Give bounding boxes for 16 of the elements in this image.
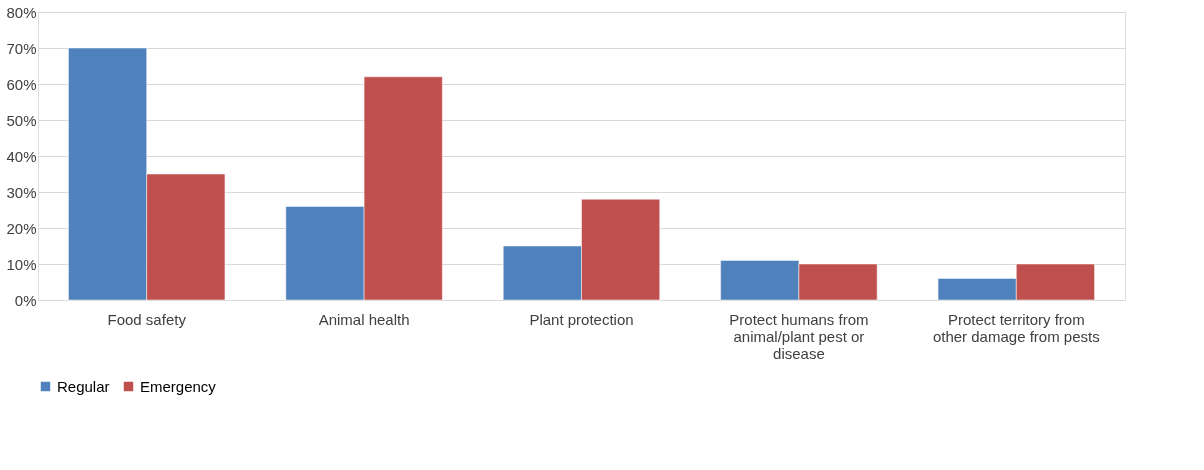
x-tick-label: Animal health [318,310,410,328]
legend-label: Emergency [140,377,217,395]
y-tick-label: 20% [6,219,37,237]
y-tick-label: 30% [6,183,37,201]
legend-label: Regular [57,377,110,395]
y-tick-label: 10% [6,255,37,273]
y-tick-label: 50% [6,111,37,129]
y-tick-label: 0% [14,291,37,309]
y-tick-label: 40% [6,147,37,165]
x-tick-label: Protect humans from animal/plant pest or disease [729,310,869,362]
y-tick-label: 70% [6,39,37,57]
x-tick-label: Food safety [107,310,187,328]
y-tick-label: 80% [6,3,37,21]
x-tick-label: Plant protection [529,310,634,328]
y-tick-label: 60% [6,75,37,93]
x-tick-label: Protect territory from other damage from pests [932,310,1100,345]
